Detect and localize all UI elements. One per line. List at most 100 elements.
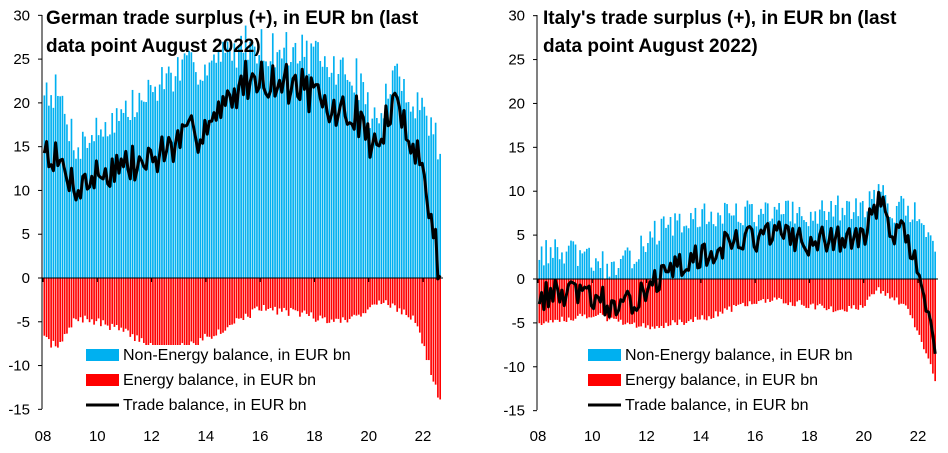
non-energy-bar [628, 250, 631, 279]
energy-bar [778, 279, 780, 298]
energy-bar [846, 279, 848, 312]
energy-bar [613, 279, 615, 319]
energy-bar [389, 278, 392, 308]
energy-bar [685, 279, 688, 323]
non-energy-bar [283, 47, 285, 279]
energy-bar [348, 278, 351, 319]
energy-bar [430, 278, 432, 375]
non-energy-bar [330, 72, 333, 278]
non-energy-bar [174, 76, 177, 279]
energy-bar [669, 279, 672, 326]
x-tick-label: 12 [143, 428, 160, 445]
energy-bar [79, 278, 82, 318]
non-energy-bar [179, 80, 181, 278]
y-tick-label: -10 [503, 359, 525, 376]
energy-bar [335, 278, 337, 319]
energy-bar [253, 278, 256, 309]
non-energy-bar [115, 108, 118, 279]
energy-bar [861, 279, 864, 308]
non-energy-bar [576, 265, 579, 279]
energy-bar [299, 278, 301, 317]
non-energy-bar [362, 82, 365, 278]
non-energy-bar [210, 60, 213, 279]
non-energy-bar [186, 55, 188, 279]
non-energy-bar [190, 52, 193, 278]
energy-bar [158, 278, 161, 347]
energy-bar [633, 279, 636, 323]
non-energy-bar [296, 63, 299, 278]
non-energy-bar [364, 104, 367, 279]
x-tick-label: 22 [415, 428, 432, 445]
non-energy-bar [717, 212, 719, 279]
non-energy-bar [421, 97, 423, 278]
non-energy-bar [68, 141, 71, 278]
y-tick-marks [38, 14, 42, 410]
non-energy-bar [658, 240, 661, 279]
non-energy-bar [929, 235, 932, 279]
non-energy-bar [866, 211, 869, 279]
energy-bar [339, 278, 342, 323]
chart-title-line-2: data point August 2022) [46, 36, 261, 57]
energy-bar [681, 279, 683, 323]
energy-bar [344, 278, 346, 320]
energy-bar [274, 278, 276, 307]
non-energy-bar [66, 124, 68, 278]
non-energy-bars [43, 25, 441, 279]
non-energy-bar [224, 52, 227, 279]
energy-bar [181, 278, 184, 344]
energy-bar [606, 279, 609, 322]
non-energy-bar [572, 241, 575, 279]
energy-bar [43, 278, 46, 336]
non-energy-bar [656, 244, 658, 279]
non-energy-bar [109, 134, 111, 278]
non-energy-bar [312, 46, 315, 278]
non-energy-bar [192, 62, 195, 278]
energy-bar [276, 278, 279, 315]
non-energy-bar [895, 205, 898, 279]
energy-bar [624, 279, 627, 325]
energy-bar [692, 279, 694, 322]
energy-bar [278, 278, 281, 309]
non-energy-bar [798, 206, 801, 279]
energy-bar [143, 278, 145, 343]
energy-bar [678, 279, 681, 320]
legend-background [584, 345, 874, 417]
energy-bar [290, 278, 292, 308]
x-tick-label: 14 [198, 428, 215, 445]
non-energy-bar [757, 214, 760, 279]
non-energy-bar [326, 67, 328, 279]
non-energy-bar [290, 62, 292, 278]
non-energy-bar [633, 263, 636, 279]
non-energy-bar [638, 259, 640, 279]
energy-bar [911, 279, 914, 319]
non-energy-bar [176, 57, 179, 278]
non-energy-bar [91, 135, 93, 278]
non-energy-bar [653, 220, 656, 279]
non-energy-bar [769, 221, 771, 279]
non-energy-bar [787, 200, 789, 279]
non-energy-bar [437, 159, 439, 278]
energy-bar [748, 279, 751, 302]
non-energy-bar [789, 221, 792, 279]
non-energy-bar [129, 120, 132, 279]
non-energy-bar [233, 43, 236, 278]
non-energy-bar [617, 268, 620, 279]
non-energy-bar [269, 61, 272, 279]
non-energy-bar [271, 33, 274, 278]
energy-bar [918, 279, 921, 335]
non-energy-bar [93, 141, 95, 278]
energy-bar [889, 279, 891, 299]
legend-swatch-energy [588, 374, 621, 386]
energy-bar [642, 279, 645, 324]
energy-bar [192, 278, 195, 344]
y-tick-label: -15 [8, 401, 30, 418]
energy-bar [267, 278, 270, 310]
energy-bar [319, 278, 322, 316]
non-energy-bar [920, 223, 923, 279]
energy-bar [882, 279, 884, 292]
energy-bar [809, 279, 812, 305]
non-energy-bar [161, 67, 163, 278]
energy-bar [145, 278, 147, 346]
non-energy-bar [414, 118, 417, 278]
energy-bar [823, 279, 826, 309]
